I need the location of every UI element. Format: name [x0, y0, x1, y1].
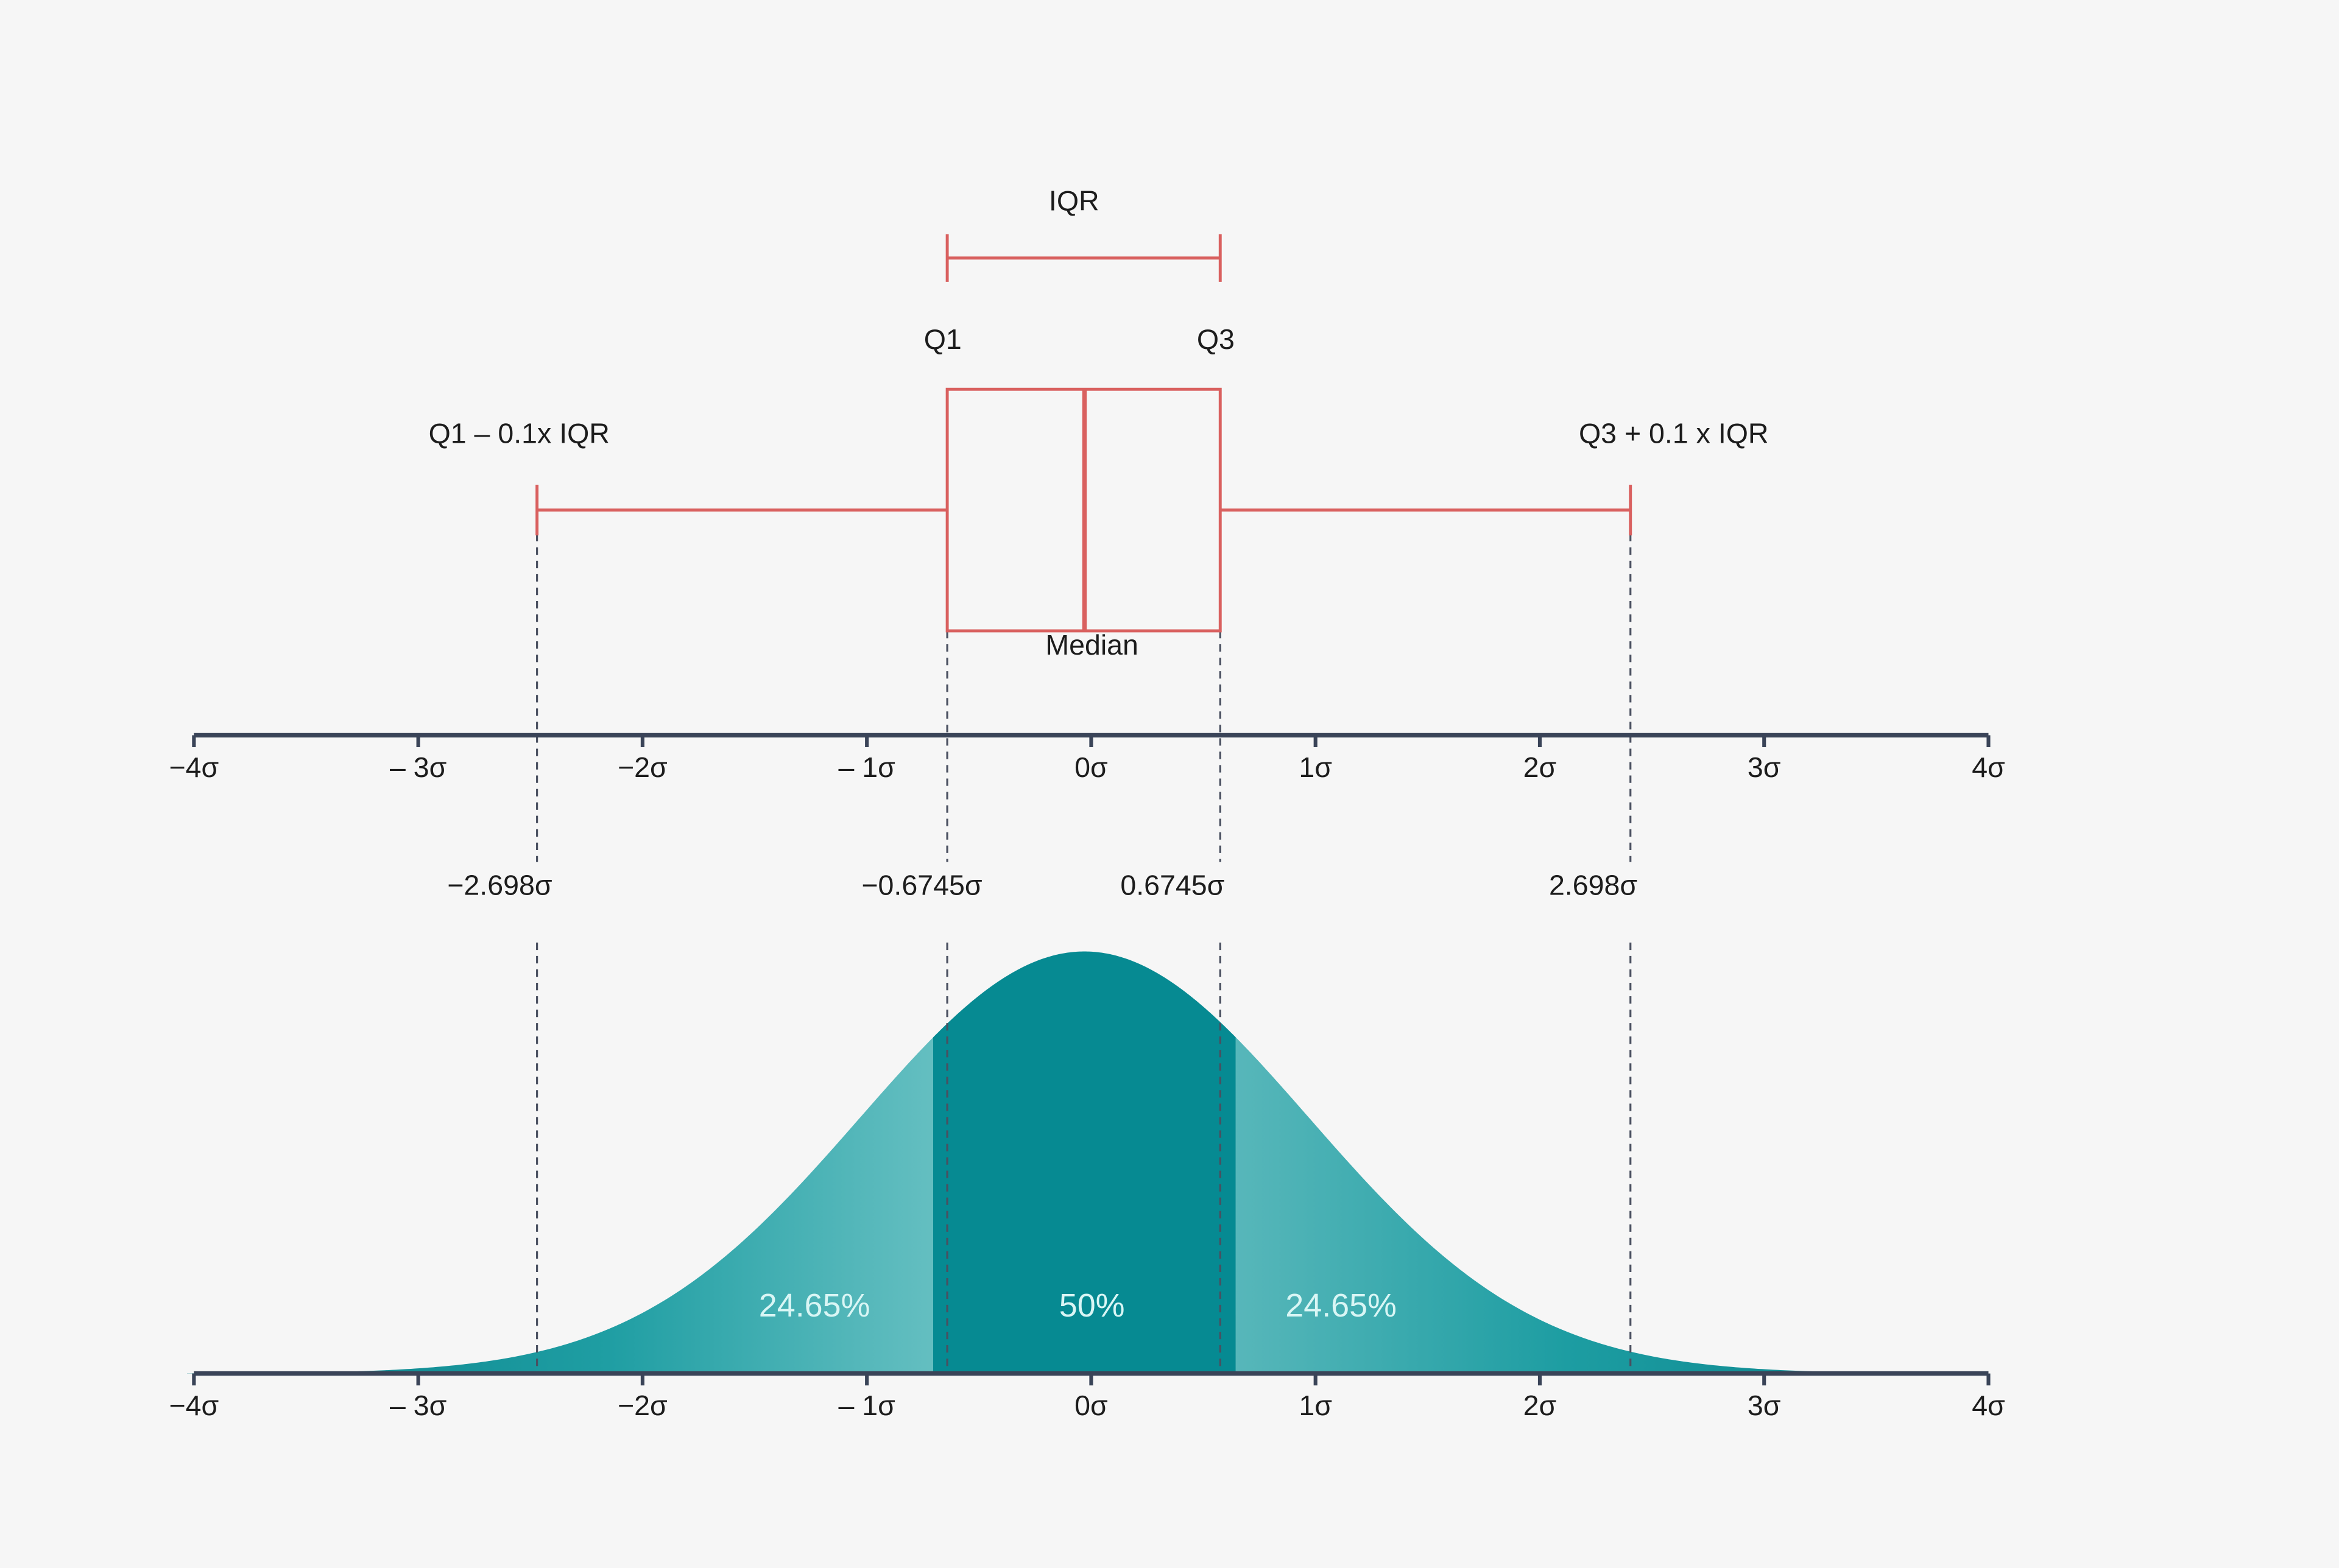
share-label: 24.65% [1285, 1287, 1397, 1324]
q1-label: Q1 [924, 323, 962, 355]
upper-whisker-label: Q3 + 0.1 x IQR [1579, 417, 1769, 449]
tick-label: 4σ [1972, 1390, 2005, 1421]
tick-label: 3σ [1748, 751, 1781, 783]
boundary-label: 0.6745σ [1120, 870, 1224, 901]
boundary-label: −2.698σ [447, 870, 552, 901]
tick-label: 0σ [1074, 1390, 1108, 1421]
boundary-label: −0.6745σ [861, 870, 982, 901]
box-plot [535, 234, 1632, 633]
q3-label: Q3 [1197, 323, 1235, 355]
tick-label: – 3σ [390, 1390, 446, 1421]
tick-label: – 1σ [838, 751, 895, 783]
tick-label: −2σ [618, 1390, 668, 1421]
tick-label: 2σ [1523, 1390, 1557, 1421]
tick-label: 1σ [1299, 751, 1332, 783]
median-label: Median [1045, 629, 1138, 661]
tick-label: 3σ [1748, 1390, 1781, 1421]
tick-label: −2σ [618, 751, 668, 783]
tick-label: 1σ [1299, 1390, 1332, 1421]
boundary-label: 2.698σ [1549, 870, 1637, 901]
tick-label: 0σ [1074, 751, 1108, 783]
tick-label: 2σ [1523, 751, 1557, 783]
left-tail-area [187, 1037, 933, 1374]
tick-label: 4σ [1972, 751, 2005, 783]
tick-label: −4σ [169, 751, 219, 783]
share-label: 50% [1059, 1287, 1125, 1324]
lower-whisker-label: Q1 – 0.1x IQR [429, 417, 610, 449]
middle-area [933, 951, 1236, 1374]
right-tail-area [1235, 1037, 1982, 1374]
tick-label: – 1σ [838, 1390, 895, 1421]
tick-label: −4σ [169, 1390, 219, 1421]
share-label: 24.65% [759, 1287, 870, 1324]
iqr-label: IQR [1049, 185, 1099, 216]
tick-label: – 3σ [390, 751, 446, 783]
guides [536, 533, 1632, 1374]
